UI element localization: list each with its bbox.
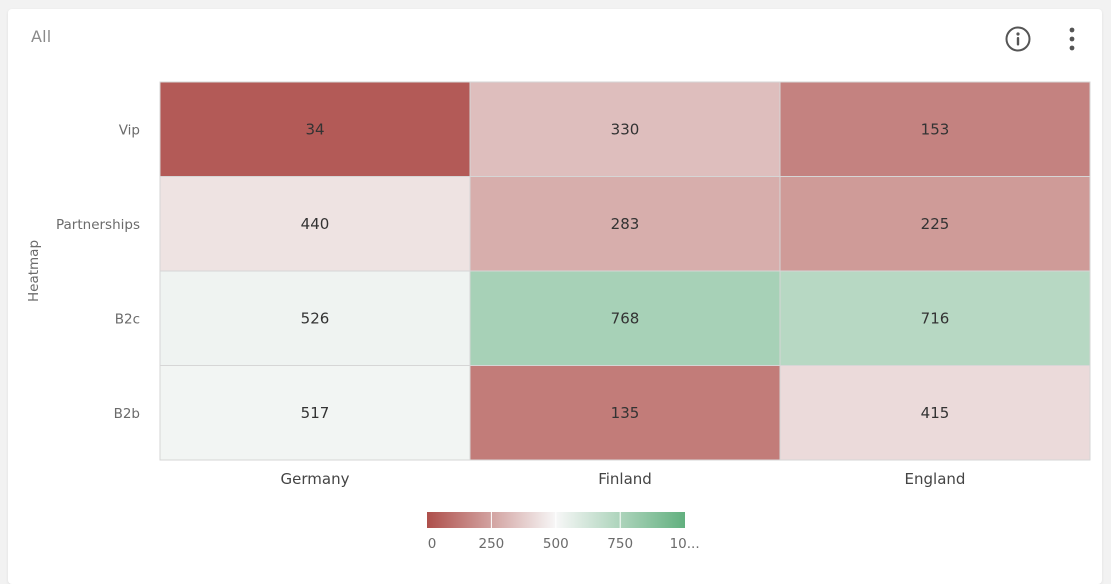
cell-value-label: 283 — [611, 215, 640, 233]
info-button[interactable] — [1005, 26, 1031, 52]
heatmap-cell[interactable] — [779, 365, 1091, 461]
cell-value-label: 415 — [921, 404, 950, 422]
cell-value-label: 716 — [921, 309, 950, 327]
heatmap-cell[interactable] — [159, 176, 471, 272]
more-vertical-icon — [1069, 27, 1075, 51]
legend-tick-label: 750 — [607, 536, 633, 552]
cell-value-label: 34 — [305, 120, 324, 138]
legend-tick-label: 500 — [543, 536, 569, 552]
cell-value-label: 330 — [611, 120, 640, 138]
cell-value-label: 440 — [301, 215, 330, 233]
heatmap-cell[interactable] — [159, 270, 471, 366]
more-options-button[interactable] — [1062, 26, 1082, 52]
legend-tick-label: 10... — [670, 536, 700, 552]
row-label: Partnerships — [56, 217, 140, 233]
widget-title: All — [31, 27, 52, 46]
cell-value-label: 135 — [611, 404, 640, 422]
cell-value-label: 768 — [611, 309, 640, 327]
column-label: England — [905, 470, 966, 488]
row-label: B2c — [115, 311, 140, 327]
cell-value-label: 225 — [921, 215, 950, 233]
column-label: Finland — [598, 470, 652, 488]
heatmap-cell[interactable] — [469, 365, 781, 461]
row-label: B2b — [114, 406, 140, 422]
heatmap-cell[interactable] — [159, 365, 471, 461]
heatmap-cell[interactable] — [469, 270, 781, 366]
heatmap-cell[interactable] — [159, 81, 471, 177]
heatmap-cell[interactable] — [469, 176, 781, 272]
heatmap-cell[interactable] — [779, 176, 1091, 272]
info-circle-icon — [1005, 26, 1031, 52]
heatmap-cell[interactable] — [779, 81, 1091, 177]
row-label: Vip — [119, 122, 140, 138]
column-label: Germany — [281, 470, 350, 488]
legend-tick-label: 250 — [479, 536, 505, 552]
color-legend: 0 250 500 750 10... — [427, 512, 700, 552]
cell-value-label: 153 — [921, 120, 950, 138]
y-axis-title: Heatmap — [26, 240, 42, 302]
heatmap-cell[interactable] — [779, 270, 1091, 366]
legend-tick-label: 0 — [428, 536, 437, 552]
cell-value-label: 526 — [301, 309, 330, 327]
cell-value-label: 517 — [301, 404, 330, 422]
